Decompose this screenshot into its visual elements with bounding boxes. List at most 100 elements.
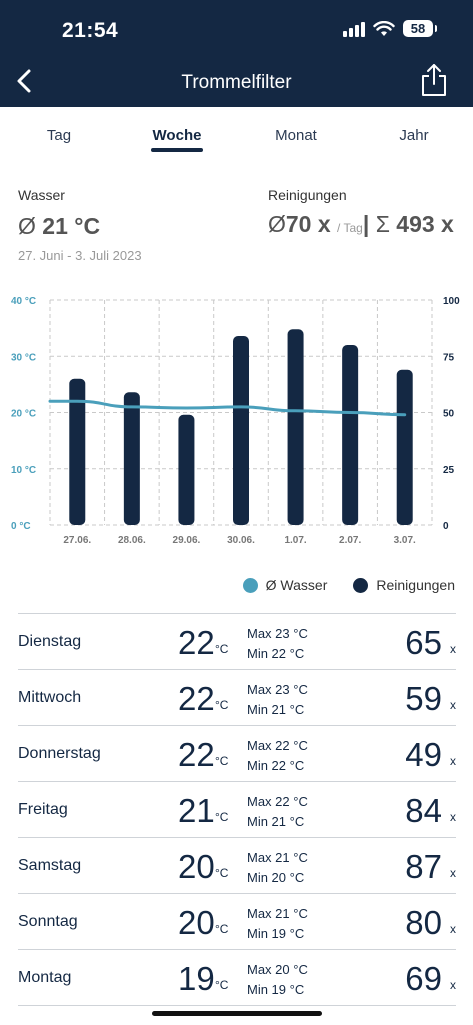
average-temperature: 22 [178,624,215,661]
bar-reinigungen [396,369,413,525]
min-temperature: Min 19 °C [247,926,305,941]
min-temperature: Min 21 °C [247,702,305,717]
table-row: Freitag 21 °C Max 22 °C Min 21 °C 84 x [18,781,456,837]
right-axis-tick-label: 75 [443,352,455,363]
separator: | [362,211,370,237]
x-axis-tick-label: 27.06. [63,535,91,546]
line-wasser [48,399,407,417]
table-row: Montag 19 °C Max 20 °C Min 19 °C 69 x [18,949,456,1006]
top-bar: 21:54 58 Trommelfilter [0,0,473,107]
day-name: Dienstag [18,633,82,650]
cleanings-label: Reinigungen [268,187,347,203]
min-temperature: Min 20 °C [247,870,305,885]
min-max: Max 21 °C Min 20 °C [247,848,308,888]
min-max: Max 20 °C Min 19 °C [247,960,308,1000]
daily-table: Dienstag 22 °C Max 23 °C Min 22 °C 65 x Mittwoc… [18,613,456,1006]
max-temperature: Max 23 °C [247,682,308,697]
left-axis-tick-label: 0 °C [11,521,31,532]
average-temperature: 20 [178,904,215,941]
tab-jahr[interactable]: Jahr [399,127,429,144]
right-axis-tick-label: 50 [443,409,455,420]
bar-reinigungen [178,414,195,525]
x-axis-tick-label: 28.06. [118,535,146,546]
count-unit: x [450,754,456,768]
average-temperature: 22 [178,736,215,773]
left-axis-tick-label: 40 °C [11,296,36,307]
left-axis-tick-label: 30 °C [11,352,36,363]
bar-reinigungen [233,336,249,525]
count-unit: x [450,642,456,656]
sum-symbol: Σ [375,211,390,237]
max-temperature: Max 22 °C [247,738,308,753]
max-temperature: Max 21 °C [247,906,308,921]
table-row: Mittwoch 22 °C Max 23 °C Min 21 °C 59 x [18,669,456,725]
day-name: Samstag [18,857,82,874]
home-indicator [152,1011,322,1016]
max-temperature: Max 22 °C [247,794,308,809]
cleanings-sum-value: 493 x [396,211,454,237]
min-max: Max 23 °C Min 21 °C [247,680,308,720]
share-icon[interactable] [419,62,449,98]
per-day-unit: / Tag [337,221,363,235]
tab-woche[interactable]: Woche [152,127,202,144]
count-unit: x [450,810,456,824]
cleaning-count: 80 [405,904,442,941]
cleaning-count: 59 [405,680,442,717]
average-symbol: Ø [268,211,286,237]
right-axis-tick-label: 25 [443,465,455,476]
x-axis-tick-label: 30.06. [227,535,255,546]
page-title: Trommelfilter [181,72,292,93]
status-time: 21:54 [62,19,119,42]
table-row: Donnerstag 22 °C Max 22 °C Min 22 °C 49 x [18,725,456,781]
left-axis-tick-label: 20 °C [11,409,36,420]
chevron-left-icon[interactable] [12,66,40,96]
min-temperature: Min 19 °C [247,982,305,997]
status-icons: 58 [343,20,437,37]
table-row: Dienstag 22 °C Max 23 °C Min 22 °C 65 x [18,613,456,669]
water-legend-label: Ø Wasser [265,577,328,593]
day-name: Sonntag [18,913,78,930]
cleanings-legend-dot [353,577,369,593]
water-average: Ø 21 °C [18,213,100,240]
day-name: Mittwoch [18,689,82,706]
wifi-icon [373,20,395,36]
average-temperature: 19 [178,960,215,997]
temperature-unit: °C [215,922,229,936]
temperature-unit: °C [215,642,229,656]
active-tab-indicator [151,148,203,152]
count-unit: x [450,922,456,936]
right-axis-tick-label: 100 [443,296,460,307]
cleanings-summary: Ø70 x / Tag| Σ 493 x [268,211,454,238]
water-average-value: 21 °C [42,213,101,239]
temperature-unit: °C [215,698,229,712]
cleaning-count: 87 [405,848,442,885]
cleanings-average-value: 70 x [285,211,331,237]
tab-monat[interactable]: Monat [275,127,317,144]
x-axis-tick-label: 1.07. [284,535,306,546]
temperature-unit: °C [215,866,229,880]
bar-reinigungen [287,329,304,525]
right-axis-tick-label: 0 [443,521,449,532]
bar-reinigungen [342,345,359,525]
min-max: Max 23 °C Min 22 °C [247,624,308,664]
table-row: Sonntag 20 °C Max 21 °C Min 19 °C 80 x [18,893,456,949]
count-unit: x [450,698,456,712]
average-temperature: 22 [178,680,215,717]
max-temperature: Max 23 °C [247,626,308,641]
count-unit: x [450,866,456,880]
max-temperature: Max 20 °C [247,962,308,977]
count-unit: x [450,978,456,992]
bar-reinigungen [69,378,86,525]
x-axis-tick-label: 2.07. [339,535,361,546]
x-axis-tick-label: 3.07. [394,535,416,546]
cleaning-count: 69 [405,960,442,997]
water-legend-dot [242,577,258,593]
tab-tag[interactable]: Tag [46,127,72,144]
bar-reinigungen [123,392,140,525]
min-temperature: Min 21 °C [247,814,305,829]
period-tabs: Tag Woche Monat Jahr [0,108,473,158]
min-temperature: Min 22 °C [247,646,305,661]
table-row: Samstag 20 °C Max 21 °C Min 20 °C 87 x [18,837,456,893]
left-axis-tick-label: 10 °C [11,465,36,476]
average-temperature: 20 [178,848,215,885]
